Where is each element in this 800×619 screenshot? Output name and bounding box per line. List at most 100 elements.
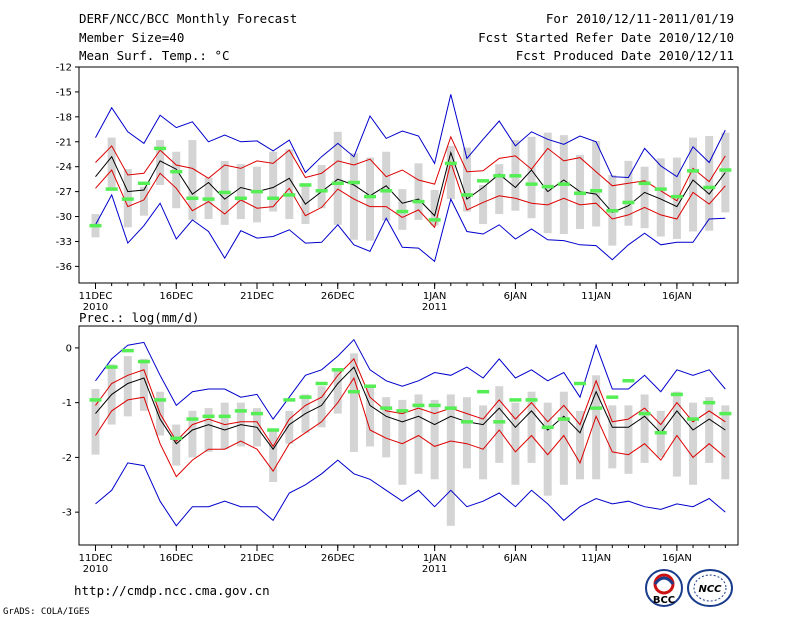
observation-marker xyxy=(590,189,603,193)
observation-marker xyxy=(218,414,231,419)
observation-marker xyxy=(267,196,280,201)
series-line-mean xyxy=(95,366,726,451)
ensemble-box xyxy=(592,140,601,227)
observation-marker xyxy=(121,348,134,353)
ensemble-box xyxy=(721,132,730,213)
y-tick-label: -30 xyxy=(56,212,72,223)
ensemble-box xyxy=(139,358,148,411)
y-tick-label: -27 xyxy=(56,187,72,198)
ensemble-box xyxy=(543,132,552,234)
observation-marker xyxy=(380,189,393,193)
ensemble-box xyxy=(317,165,326,209)
observation-marker xyxy=(364,194,377,199)
observation-marker xyxy=(315,381,328,386)
y-tick-label: 0 xyxy=(66,343,72,354)
observation-marker xyxy=(444,406,457,410)
ensemble-box xyxy=(188,140,197,220)
observation-marker xyxy=(347,180,360,185)
ensemble-box xyxy=(462,397,471,469)
ensemble-box xyxy=(156,140,165,185)
observation-marker xyxy=(606,395,619,399)
ensemble-box xyxy=(172,424,181,466)
observation-marker xyxy=(428,218,441,222)
x-tick-year-label: 2010 xyxy=(83,302,108,313)
x-tick-year-label: 2011 xyxy=(422,564,447,575)
ensemble-box xyxy=(349,153,358,240)
observation-marker xyxy=(299,395,312,399)
ensemble-box xyxy=(188,410,197,458)
ensemble-box xyxy=(333,131,342,225)
observation-marker xyxy=(218,190,231,195)
observation-marker xyxy=(670,392,683,397)
source-url[interactable]: http://cmdp.ncc.cma.gov.cn xyxy=(74,583,270,598)
observation-marker xyxy=(670,194,683,199)
series-line-lower xyxy=(95,160,726,229)
ensemble-box xyxy=(91,388,100,455)
observation-marker xyxy=(557,182,570,186)
observation-marker xyxy=(622,200,635,205)
ensemble-box xyxy=(479,184,488,225)
observation-marker xyxy=(703,400,716,405)
ensemble-box xyxy=(107,137,116,189)
x-tick-label: 21DEC xyxy=(240,291,274,302)
observation-marker xyxy=(525,182,538,186)
observation-marker xyxy=(186,196,199,201)
observation-marker xyxy=(412,199,425,204)
ensemble-box xyxy=(349,353,358,452)
y-tick-label: -15 xyxy=(56,87,72,98)
observation-marker xyxy=(460,420,473,424)
ensemble-box xyxy=(576,410,584,480)
observation-marker xyxy=(557,417,570,421)
observation-marker xyxy=(412,403,425,408)
ensemble-box xyxy=(366,386,375,447)
ensemble-box xyxy=(559,391,568,485)
x-tick-label: 6JAN xyxy=(504,291,527,302)
ensemble-box xyxy=(705,397,714,463)
x-tick-year-label: 2011 xyxy=(422,302,447,313)
ensemble-box xyxy=(366,157,375,241)
observation-marker xyxy=(687,417,700,421)
observation-marker xyxy=(638,181,651,186)
ensemble-box xyxy=(398,399,407,485)
observation-marker xyxy=(251,411,263,416)
observation-marker xyxy=(606,208,619,213)
x-tick-label: 1JAN xyxy=(423,291,446,302)
precip-label: Prec.: log(mm/d) xyxy=(79,310,200,325)
ensemble-box xyxy=(608,405,617,469)
ensemble-box xyxy=(414,394,423,474)
ensemble-box xyxy=(721,405,730,480)
x-tick-label: 11DEC xyxy=(79,553,113,564)
observation-marker xyxy=(654,187,667,191)
forecast-start-date: Fcst Started Refer Date 2010/12/10 xyxy=(478,30,734,45)
ensemble-box xyxy=(269,430,278,483)
ensemble-box xyxy=(285,149,294,220)
observation-marker xyxy=(283,193,296,197)
x-tick-label: 1JAN xyxy=(423,553,446,564)
ensemble-box xyxy=(527,136,536,219)
observation-marker xyxy=(186,417,199,421)
member-size: Member Size=40 xyxy=(79,30,185,45)
x-tick-label: 16DEC xyxy=(159,291,193,302)
series-line-lower xyxy=(95,376,726,478)
series-line-upper xyxy=(95,135,726,202)
observation-marker xyxy=(396,409,409,413)
x-tick-label: 16JAN xyxy=(662,291,692,302)
observation-marker xyxy=(687,169,700,173)
ensemble-box xyxy=(269,151,278,212)
observation-marker xyxy=(460,193,473,197)
ensemble-box xyxy=(624,160,633,226)
observation-marker xyxy=(202,197,215,201)
plot-frame xyxy=(78,325,739,546)
series-line-max xyxy=(95,338,726,420)
observation-marker xyxy=(331,368,344,372)
observation-marker xyxy=(105,365,118,369)
observation-marker xyxy=(719,168,732,172)
observation-marker xyxy=(703,185,716,190)
observation-marker xyxy=(202,414,215,419)
x-tick-label: 11DEC xyxy=(79,291,113,302)
ensemble-box xyxy=(479,405,488,480)
bcc-logo: BCC xyxy=(645,569,683,607)
observation-marker xyxy=(121,197,134,201)
series-line-mean xyxy=(95,150,726,217)
